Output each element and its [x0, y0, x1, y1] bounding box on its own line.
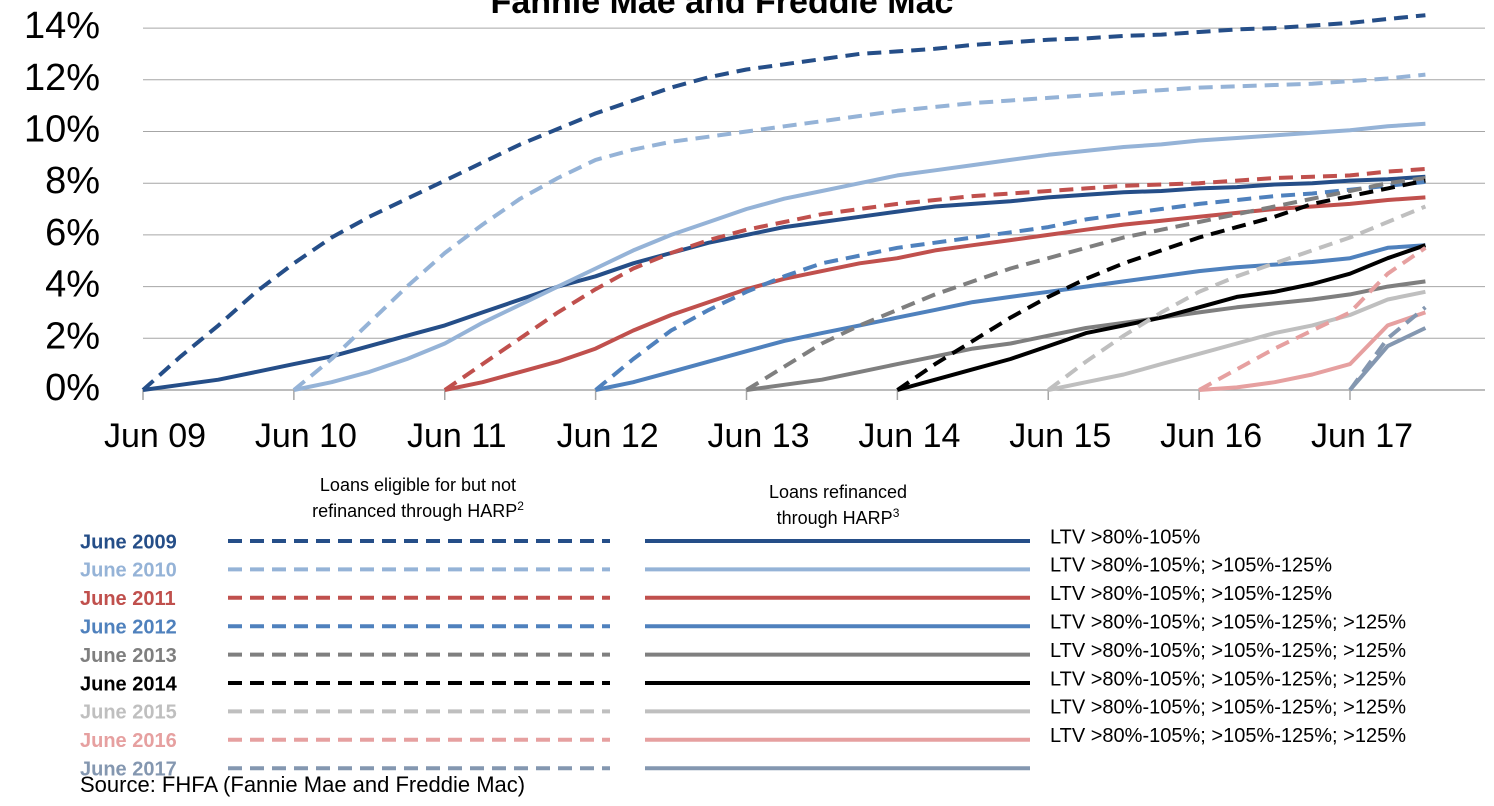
refinanced-line	[746, 279, 1426, 392]
legend-label: June 2016	[80, 730, 177, 752]
refinanced-line	[1198, 310, 1427, 392]
legend-ltv: LTV >80%-105%	[1050, 526, 1200, 548]
refinanced-line	[293, 121, 1426, 392]
y-tick-label: 12%	[24, 57, 100, 99]
legend-header-text: Loans eligible for but not refinanced th…	[312, 475, 518, 521]
eligible-line	[896, 178, 1426, 392]
legend-ltv: LTV >80%-105%; >105%-125%; >125%	[1050, 640, 1406, 662]
refinanced-line	[1047, 289, 1426, 392]
refinanced-line	[595, 243, 1426, 392]
refinanced-line	[1348, 326, 1427, 392]
x-tick-label: Jun 17	[1311, 417, 1413, 455]
footnote-mark: 3	[892, 506, 900, 520]
x-tick-label: Jun 16	[1160, 417, 1262, 455]
chart-title: Fannie Mae and Freddie Mac	[491, 0, 954, 21]
eligible-line	[1047, 204, 1427, 392]
legend-ltv: LTV >80%-105%; >105%-125%; >125%	[1050, 697, 1406, 719]
refinanced-line	[142, 174, 1426, 392]
x-tick-label: Jun 11	[407, 417, 507, 455]
y-tick-label: 2%	[45, 315, 100, 357]
legend-label: June 2012	[80, 616, 177, 638]
y-tick-label: 14%	[24, 5, 100, 47]
source-note: Source: FHFA (Fannie Mae and Freddie Mac…	[80, 772, 525, 797]
legend-label: June 2014	[80, 673, 178, 695]
legend-label: June 2011	[80, 588, 176, 610]
legend-label: June 2010	[80, 560, 177, 582]
refinanced-line	[896, 243, 1427, 392]
x-tick-label: Jun 10	[255, 417, 357, 455]
x-tick-label: Jun 15	[1009, 417, 1111, 455]
y-tick-label: 8%	[45, 160, 100, 202]
eligible-line	[292, 72, 1426, 392]
x-tick-label: Jun 14	[858, 417, 960, 455]
legend-ltv: LTV >80%-105%; >105%-125%	[1050, 555, 1332, 577]
legend-label: June 2015	[80, 702, 177, 724]
eligible-line	[1198, 246, 1427, 392]
eligible-line	[594, 179, 1426, 392]
x-tick-label: Jun 12	[557, 417, 659, 455]
x-tick-label: Jun 09	[104, 417, 206, 455]
eligible-line	[141, 13, 1426, 392]
y-tick-label: 6%	[45, 212, 100, 254]
x-tick-label: Jun 13	[707, 417, 809, 455]
legend-ltv: LTV >80%-105%; >105%-125%; >125%	[1050, 611, 1406, 633]
refinanced-line	[444, 195, 1426, 392]
y-tick-label: 4%	[45, 264, 100, 306]
y-tick-label: 10%	[24, 109, 100, 151]
eligible-line	[745, 176, 1426, 392]
legend-label: June 2009	[80, 531, 177, 553]
legend-header: Loans refinanced through HARP3	[738, 479, 938, 531]
footnote-mark: 2	[517, 499, 524, 513]
legend-label: June 2017	[80, 758, 177, 780]
eligible-line	[443, 167, 1426, 392]
legend-ltv: LTV >80%-105%; >105%-125%	[1050, 583, 1332, 605]
legend-ltv: LTV >80%-105%; >105%-125%; >125%	[1050, 668, 1406, 690]
legend-ltv: LTV >80%-105%; >105%-125%; >125%	[1050, 725, 1406, 747]
eligible-line	[1348, 305, 1427, 392]
legend-header: Loans eligible for but not refinanced th…	[293, 472, 543, 524]
legend-label: June 2013	[80, 645, 177, 667]
legend-header-text: Loans refinanced through HARP	[768, 482, 908, 528]
y-tick-label: 0%	[45, 367, 100, 409]
